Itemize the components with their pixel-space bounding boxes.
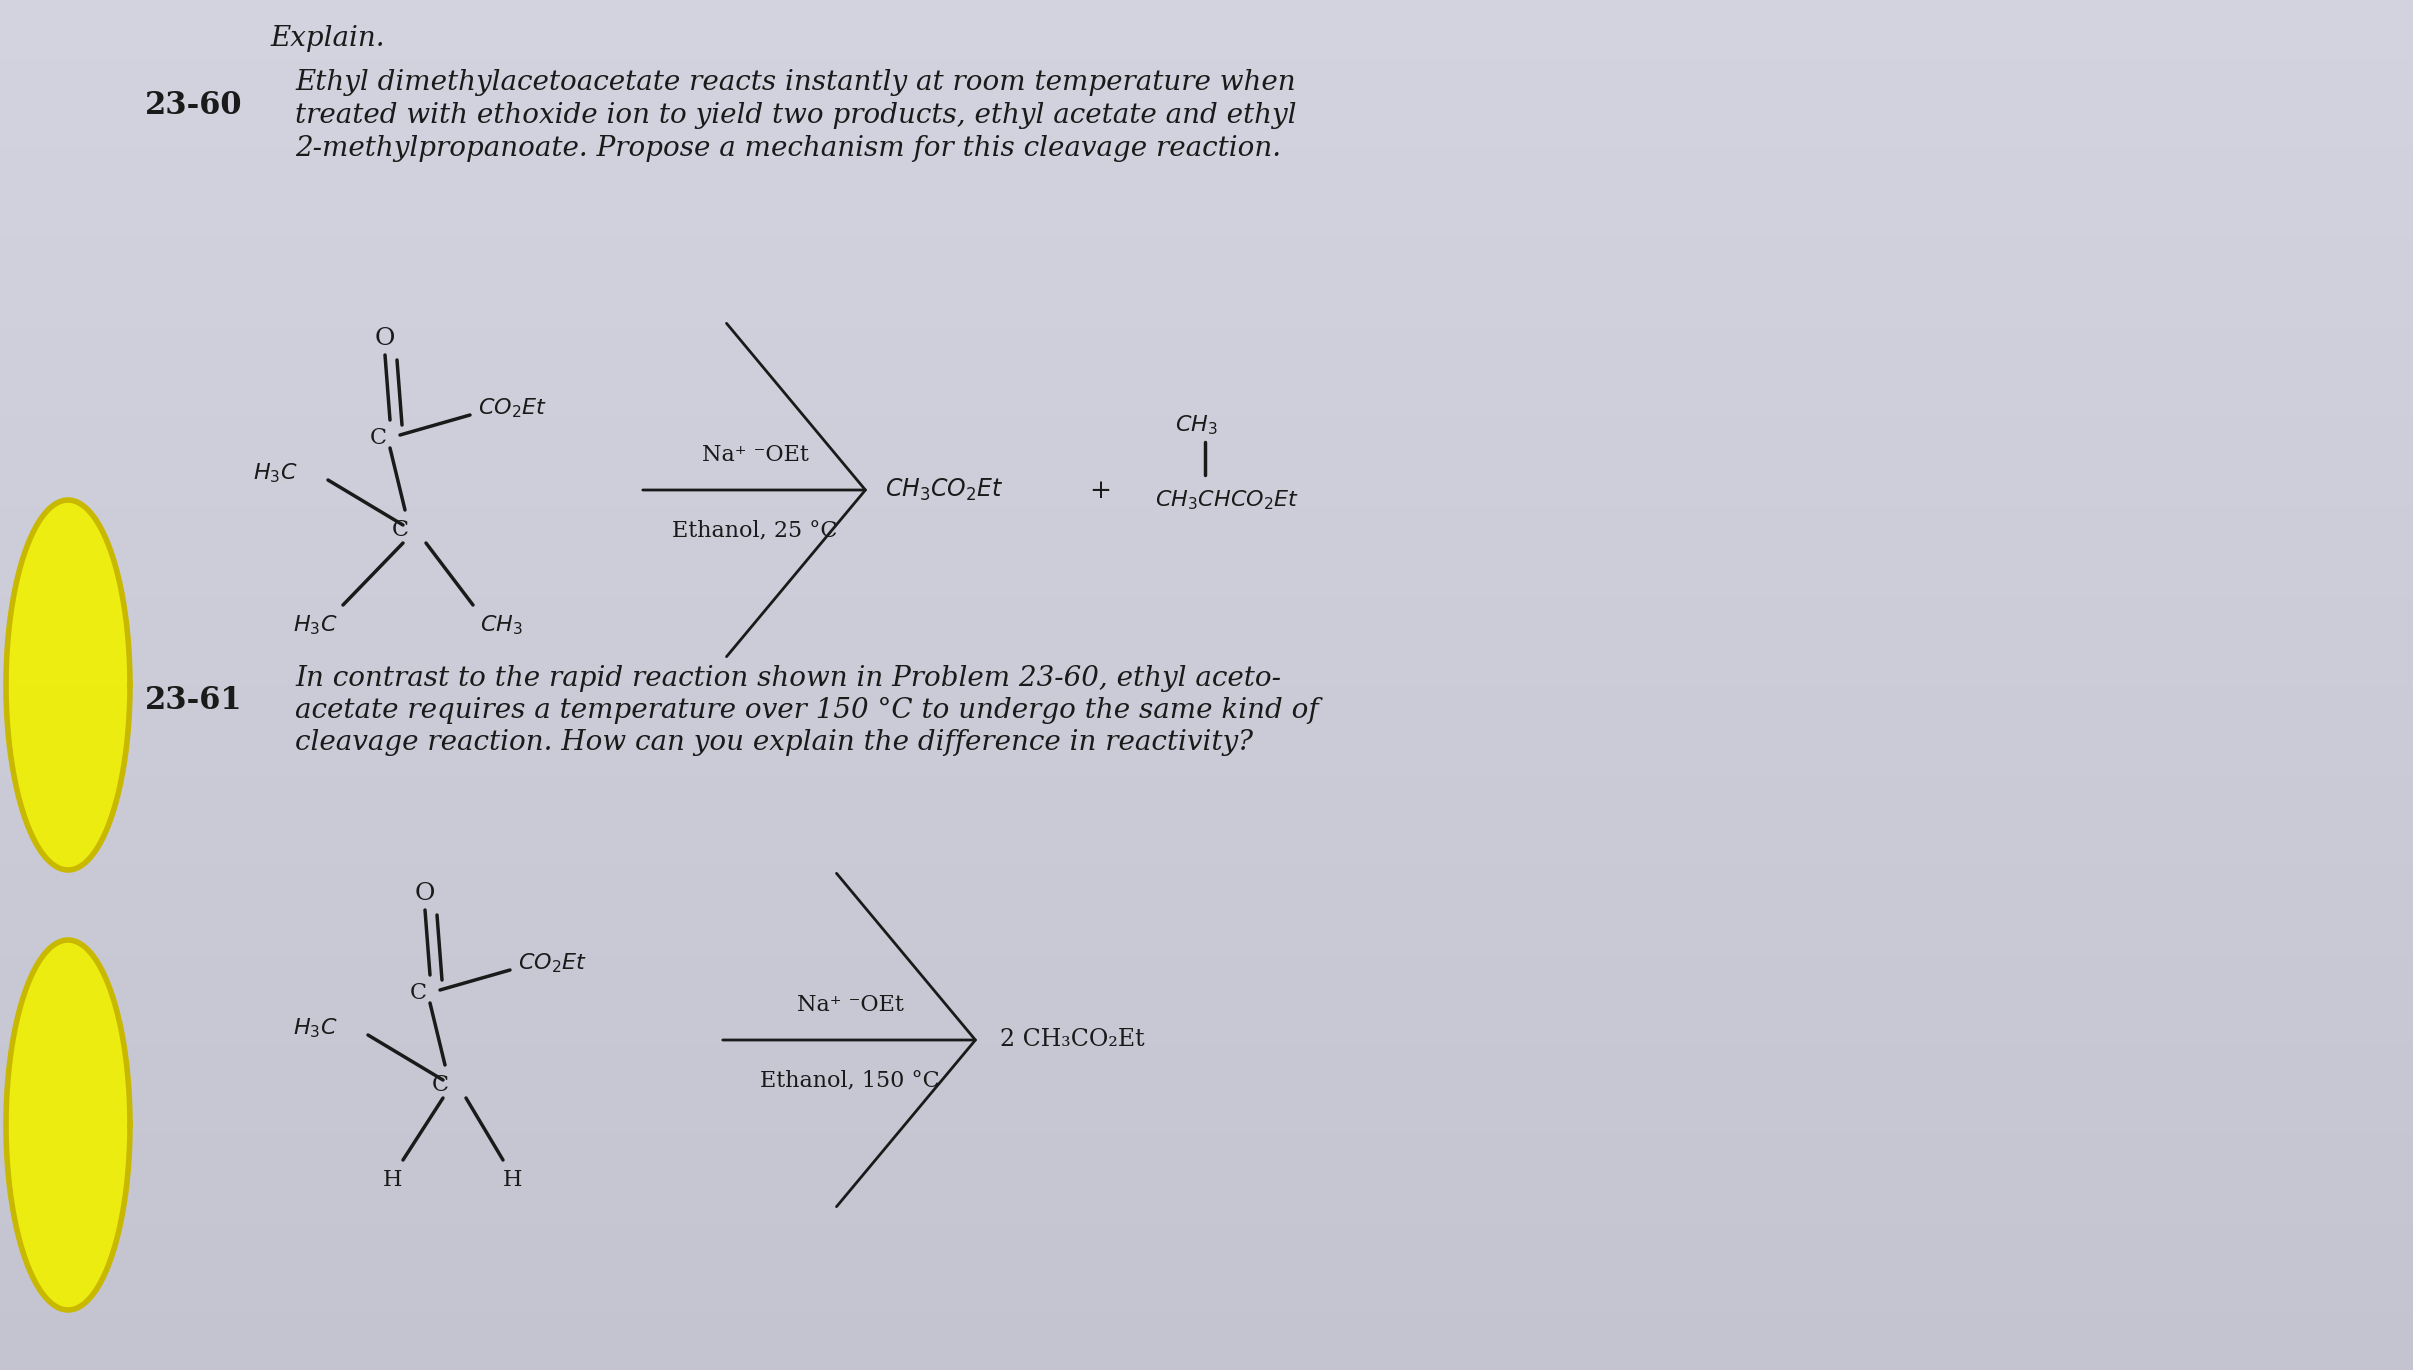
Text: O: O [415,881,434,904]
Text: 2 CH₃CO₂Et: 2 CH₃CO₂Et [999,1029,1144,1052]
Text: 2-methylpropanoate. Propose a mechanism for this cleavage reaction.: 2-methylpropanoate. Propose a mechanism … [294,134,1281,162]
Text: $CO_2Et$: $CO_2Et$ [478,396,548,419]
Text: In contrast to the rapid reaction shown in Problem 23-60, ethyl aceto-: In contrast to the rapid reaction shown … [294,664,1281,692]
Text: C: C [369,427,386,449]
Text: $H_3C$: $H_3C$ [292,614,338,637]
Text: H: H [504,1169,524,1191]
Text: treated with ethoxide ion to yield two products, ethyl acetate and ethyl: treated with ethoxide ion to yield two p… [294,101,1296,129]
Text: C: C [432,1074,449,1096]
Text: 23-61: 23-61 [145,685,241,715]
Polygon shape [5,940,130,1310]
Text: acetate requires a temperature over 150 °C to undergo the same kind of: acetate requires a temperature over 150 … [294,696,1317,723]
Polygon shape [5,500,130,870]
Text: $H_3C$: $H_3C$ [292,1017,338,1040]
Text: $CO_2Et$: $CO_2Et$ [519,951,586,975]
Text: $CH_3$: $CH_3$ [1175,414,1219,437]
Text: $CH_3CO_2Et$: $CH_3CO_2Et$ [886,477,1004,503]
Text: +: + [1088,478,1110,503]
Text: cleavage reaction. How can you explain the difference in reactivity?: cleavage reaction. How can you explain t… [294,729,1252,755]
Text: 23-60: 23-60 [145,89,241,121]
Text: $H_3C$: $H_3C$ [253,462,297,485]
Text: Ethanol, 150 °C: Ethanol, 150 °C [760,1069,939,1091]
Text: $CH_3CHCO_2Et$: $CH_3CHCO_2Et$ [1156,488,1298,512]
Text: Ethyl dimethylacetoacetate reacts instantly at room temperature when: Ethyl dimethylacetoacetate reacts instan… [294,68,1296,96]
Text: Explain.: Explain. [270,25,384,52]
Text: $CH_3$: $CH_3$ [480,614,524,637]
Text: H: H [384,1169,403,1191]
Text: Ethanol, 25 °C: Ethanol, 25 °C [673,519,837,541]
Text: C: C [410,982,427,1004]
Text: Na⁺ ⁻OEt: Na⁺ ⁻OEt [702,444,808,466]
Text: C: C [391,519,408,541]
Text: Na⁺ ⁻OEt: Na⁺ ⁻OEt [796,995,902,1017]
Text: O: O [374,326,396,349]
